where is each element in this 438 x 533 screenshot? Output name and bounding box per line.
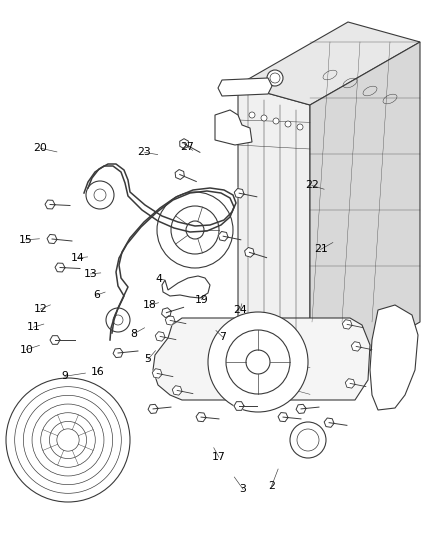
Polygon shape (55, 263, 65, 272)
Circle shape (267, 70, 283, 86)
Polygon shape (165, 316, 175, 325)
Circle shape (208, 312, 308, 412)
Polygon shape (370, 305, 418, 410)
Text: 3: 3 (240, 484, 247, 494)
Polygon shape (153, 318, 370, 400)
Circle shape (6, 378, 130, 502)
Polygon shape (162, 308, 171, 318)
Circle shape (285, 361, 291, 367)
Text: 4: 4 (155, 274, 162, 284)
Circle shape (106, 308, 130, 332)
Polygon shape (152, 369, 162, 378)
Polygon shape (180, 139, 188, 149)
Circle shape (15, 386, 121, 494)
Text: 2: 2 (268, 481, 275, 491)
Text: 5: 5 (145, 354, 152, 364)
Circle shape (32, 404, 104, 476)
Circle shape (186, 221, 204, 239)
Text: 19: 19 (194, 295, 208, 304)
Polygon shape (45, 200, 55, 209)
Polygon shape (324, 418, 334, 427)
Polygon shape (342, 320, 352, 329)
Circle shape (249, 112, 255, 118)
Polygon shape (113, 349, 123, 358)
Polygon shape (155, 332, 165, 341)
Text: 6: 6 (93, 290, 100, 300)
Text: 14: 14 (71, 253, 85, 263)
Circle shape (270, 73, 280, 83)
Circle shape (171, 206, 219, 254)
Text: 27: 27 (180, 142, 194, 152)
Circle shape (297, 124, 303, 130)
Circle shape (157, 192, 233, 268)
Circle shape (226, 330, 290, 394)
Polygon shape (238, 85, 310, 385)
Polygon shape (215, 110, 252, 145)
Circle shape (94, 189, 106, 201)
Polygon shape (172, 386, 182, 395)
Polygon shape (50, 336, 60, 344)
Circle shape (261, 355, 267, 361)
Polygon shape (218, 231, 228, 241)
Text: 16: 16 (90, 367, 104, 377)
Text: 7: 7 (219, 332, 226, 342)
Text: 24: 24 (233, 305, 247, 315)
Circle shape (249, 352, 255, 358)
Text: 15: 15 (18, 235, 32, 245)
Text: 18: 18 (143, 300, 157, 310)
Polygon shape (234, 189, 244, 198)
Text: 23: 23 (138, 148, 152, 157)
Text: 17: 17 (212, 453, 226, 462)
Polygon shape (175, 169, 184, 180)
Circle shape (86, 181, 114, 209)
Circle shape (256, 81, 264, 89)
Text: 11: 11 (26, 322, 40, 332)
Polygon shape (218, 78, 272, 96)
Polygon shape (162, 276, 210, 298)
Polygon shape (345, 378, 355, 388)
Text: 20: 20 (33, 143, 47, 153)
Circle shape (273, 358, 279, 364)
Text: 21: 21 (314, 245, 328, 254)
Polygon shape (148, 405, 158, 414)
Circle shape (49, 422, 87, 458)
Polygon shape (47, 235, 57, 244)
Circle shape (273, 118, 279, 124)
Circle shape (297, 364, 303, 370)
Text: 12: 12 (33, 304, 47, 314)
Text: 10: 10 (19, 345, 33, 354)
Polygon shape (238, 22, 420, 105)
Circle shape (41, 413, 95, 467)
Polygon shape (234, 402, 244, 410)
Polygon shape (296, 405, 306, 414)
Polygon shape (245, 247, 254, 257)
Text: 22: 22 (305, 181, 319, 190)
Polygon shape (196, 413, 206, 422)
Circle shape (261, 115, 267, 121)
Circle shape (226, 83, 234, 91)
Circle shape (113, 315, 123, 325)
Text: 9: 9 (61, 372, 68, 381)
Polygon shape (310, 42, 420, 385)
Circle shape (246, 350, 270, 374)
Circle shape (57, 429, 79, 451)
Circle shape (297, 429, 319, 451)
Text: 13: 13 (83, 269, 97, 279)
Text: 8: 8 (131, 329, 138, 338)
Polygon shape (351, 342, 361, 351)
Circle shape (23, 395, 113, 484)
Polygon shape (278, 413, 288, 422)
Circle shape (290, 422, 326, 458)
Circle shape (285, 121, 291, 127)
